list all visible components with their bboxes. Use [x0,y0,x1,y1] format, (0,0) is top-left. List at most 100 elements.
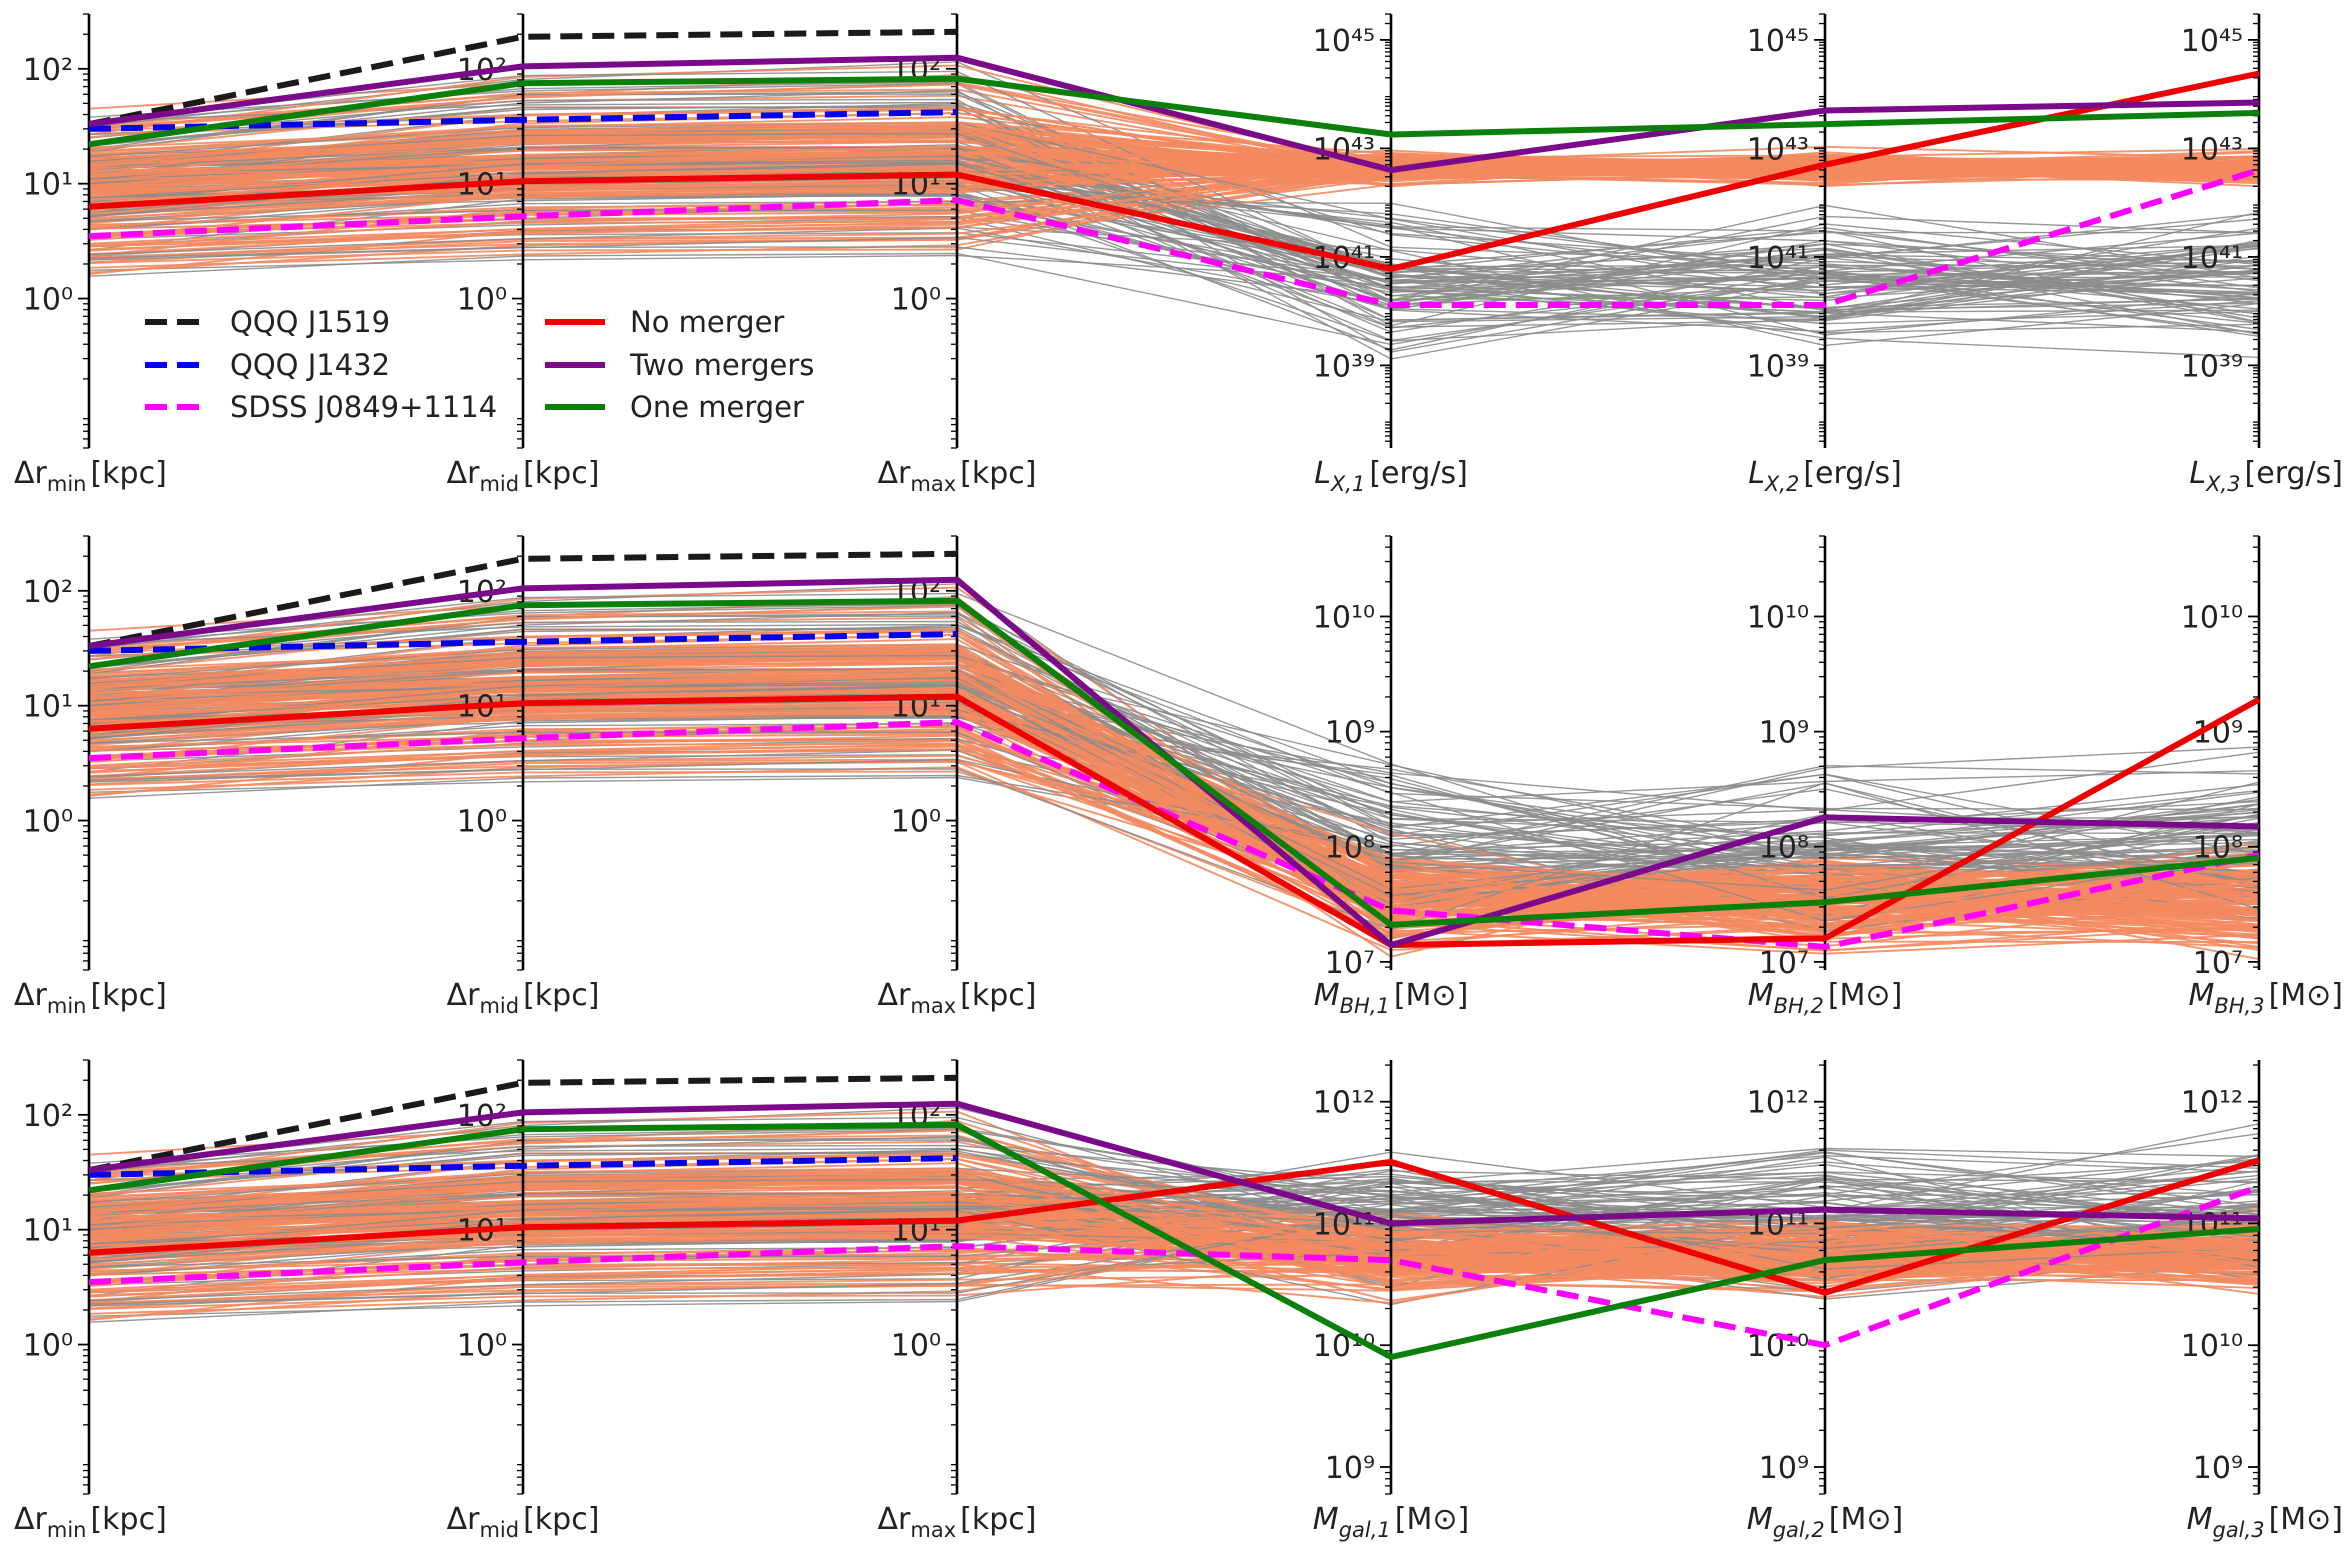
background-line [88,674,2260,904]
axis-label: LX,3 [erg/s] [2189,456,2343,496]
tick-label: 10² [23,575,73,610]
tick-label: 10¹⁰ [1313,600,1375,635]
background-line [88,98,2260,353]
background-line [88,674,2260,931]
axis-label: Δrmin [kpc] [14,1502,167,1542]
series-line-one-merger [88,75,2260,148]
background-line [88,626,2260,857]
background-line [88,1236,2260,1290]
background-line [88,1231,2260,1271]
tick-label: 10⁴¹ [1747,241,1809,276]
background-line [88,1177,2260,1302]
legend-label: QQQ J1519 [230,305,390,339]
tick-label: 10⁹ [1759,1451,1809,1486]
tick-label: 10¹ [23,1214,73,1249]
background-line [88,1191,2260,1249]
background-line [88,1167,2259,1282]
background-line [88,1187,2260,1242]
background-line [88,123,2260,177]
background-line [88,1185,2260,1270]
background-line [88,592,2260,899]
tick-label: 10⁸ [1325,831,1375,866]
background-line [88,647,2260,917]
axis-label: MBH,1 [M⊙] [1314,978,1469,1018]
legend-label: QQQ J1432 [230,348,390,382]
background-line [88,70,2260,309]
background-line [88,125,2260,175]
background-line [88,774,2260,885]
series-line-sdss-j0849-1114 [88,719,2260,950]
background-line [88,758,2260,859]
background-line [88,1116,2260,1235]
axis-label: LX,1 [erg/s] [1314,456,1468,496]
background-line [88,1219,2260,1288]
background-line [88,155,2260,320]
series-line-sdss-j0849-1114 [88,1183,2261,1349]
background-line [88,634,2260,948]
tick-label: 10⁰ [23,283,73,318]
series-line-no-merger [88,70,2260,272]
tick-label: 10⁹ [1759,716,1809,751]
background-line [88,663,2260,930]
background-line [88,104,2260,324]
background-line [88,1231,2260,1306]
background-line [88,121,2260,167]
tick-label: 10⁷ [1325,946,1375,981]
axis-label: Mgal,2 [M⊙] [1747,1502,1903,1542]
tick-label: 10⁰ [891,805,941,840]
background-line [88,152,2260,208]
series-line-two-mergers [88,54,2260,173]
background-line [88,1173,2260,1282]
axis-label: Δrmid [kpc] [447,978,600,1018]
axis-label: Δrmid [kpc] [447,456,600,496]
background-line [88,628,2260,938]
background-line [88,147,2260,319]
background-line [88,1216,2260,1307]
background-line [88,89,2260,327]
tick-label: 10⁹ [1325,1451,1375,1486]
tick-label: 10¹² [1313,1086,1375,1121]
axis-label: LX,2 [erg/s] [1748,456,1902,496]
tick-label: 10⁰ [457,805,507,840]
background-line [88,106,2260,321]
series-line-no-merger [88,693,2261,948]
highlighted-series [88,28,2261,1360]
background-line [88,1171,2260,1256]
background-line [88,710,2260,914]
background-line [88,132,2260,323]
background-line [88,749,2260,904]
axis-label: Δrmax [kpc] [878,1502,1037,1542]
series-line-qqq-j1519 [88,28,958,128]
background-line [88,168,2260,201]
tick-label: 10² [23,53,73,88]
tick-label: 10⁴⁵ [1747,24,1809,59]
background-line [88,1135,2260,1262]
tick-label: 10⁰ [891,1329,941,1364]
background-line [88,1133,2260,1226]
series-line-two-mergers [88,1100,2260,1227]
axis-label: Δrmid [kpc] [447,1502,600,1542]
axis-label: Δrmin [kpc] [14,978,167,1018]
tick-label: 10⁰ [23,1329,73,1364]
background-line [88,204,2260,301]
tick-label: 10¹⁰ [1747,600,1809,635]
tick-label: 10⁴³ [1747,132,1809,167]
background-line [88,112,2260,178]
background-line [88,623,2260,869]
axis-label: MBH,3 [M⊙] [2188,978,2343,1018]
background-line [88,1178,2259,1218]
tick-label: 10⁷ [1759,946,1809,981]
background-line [88,709,2260,935]
background-line [88,672,2260,952]
tick-label: 10³⁹ [1747,349,1809,384]
axis-label: Mgal,1 [M⊙] [1313,1502,1469,1542]
background-line [88,620,2260,856]
background-line [88,742,2260,939]
tick-label: 10⁰ [457,283,507,318]
legend-label: Two mergers [629,348,814,382]
background-line [88,669,2260,869]
background-line [88,768,2260,931]
legend-label: No merger [630,305,784,339]
background-line [88,1194,2260,1323]
tick-label: 10¹² [2181,1086,2243,1121]
